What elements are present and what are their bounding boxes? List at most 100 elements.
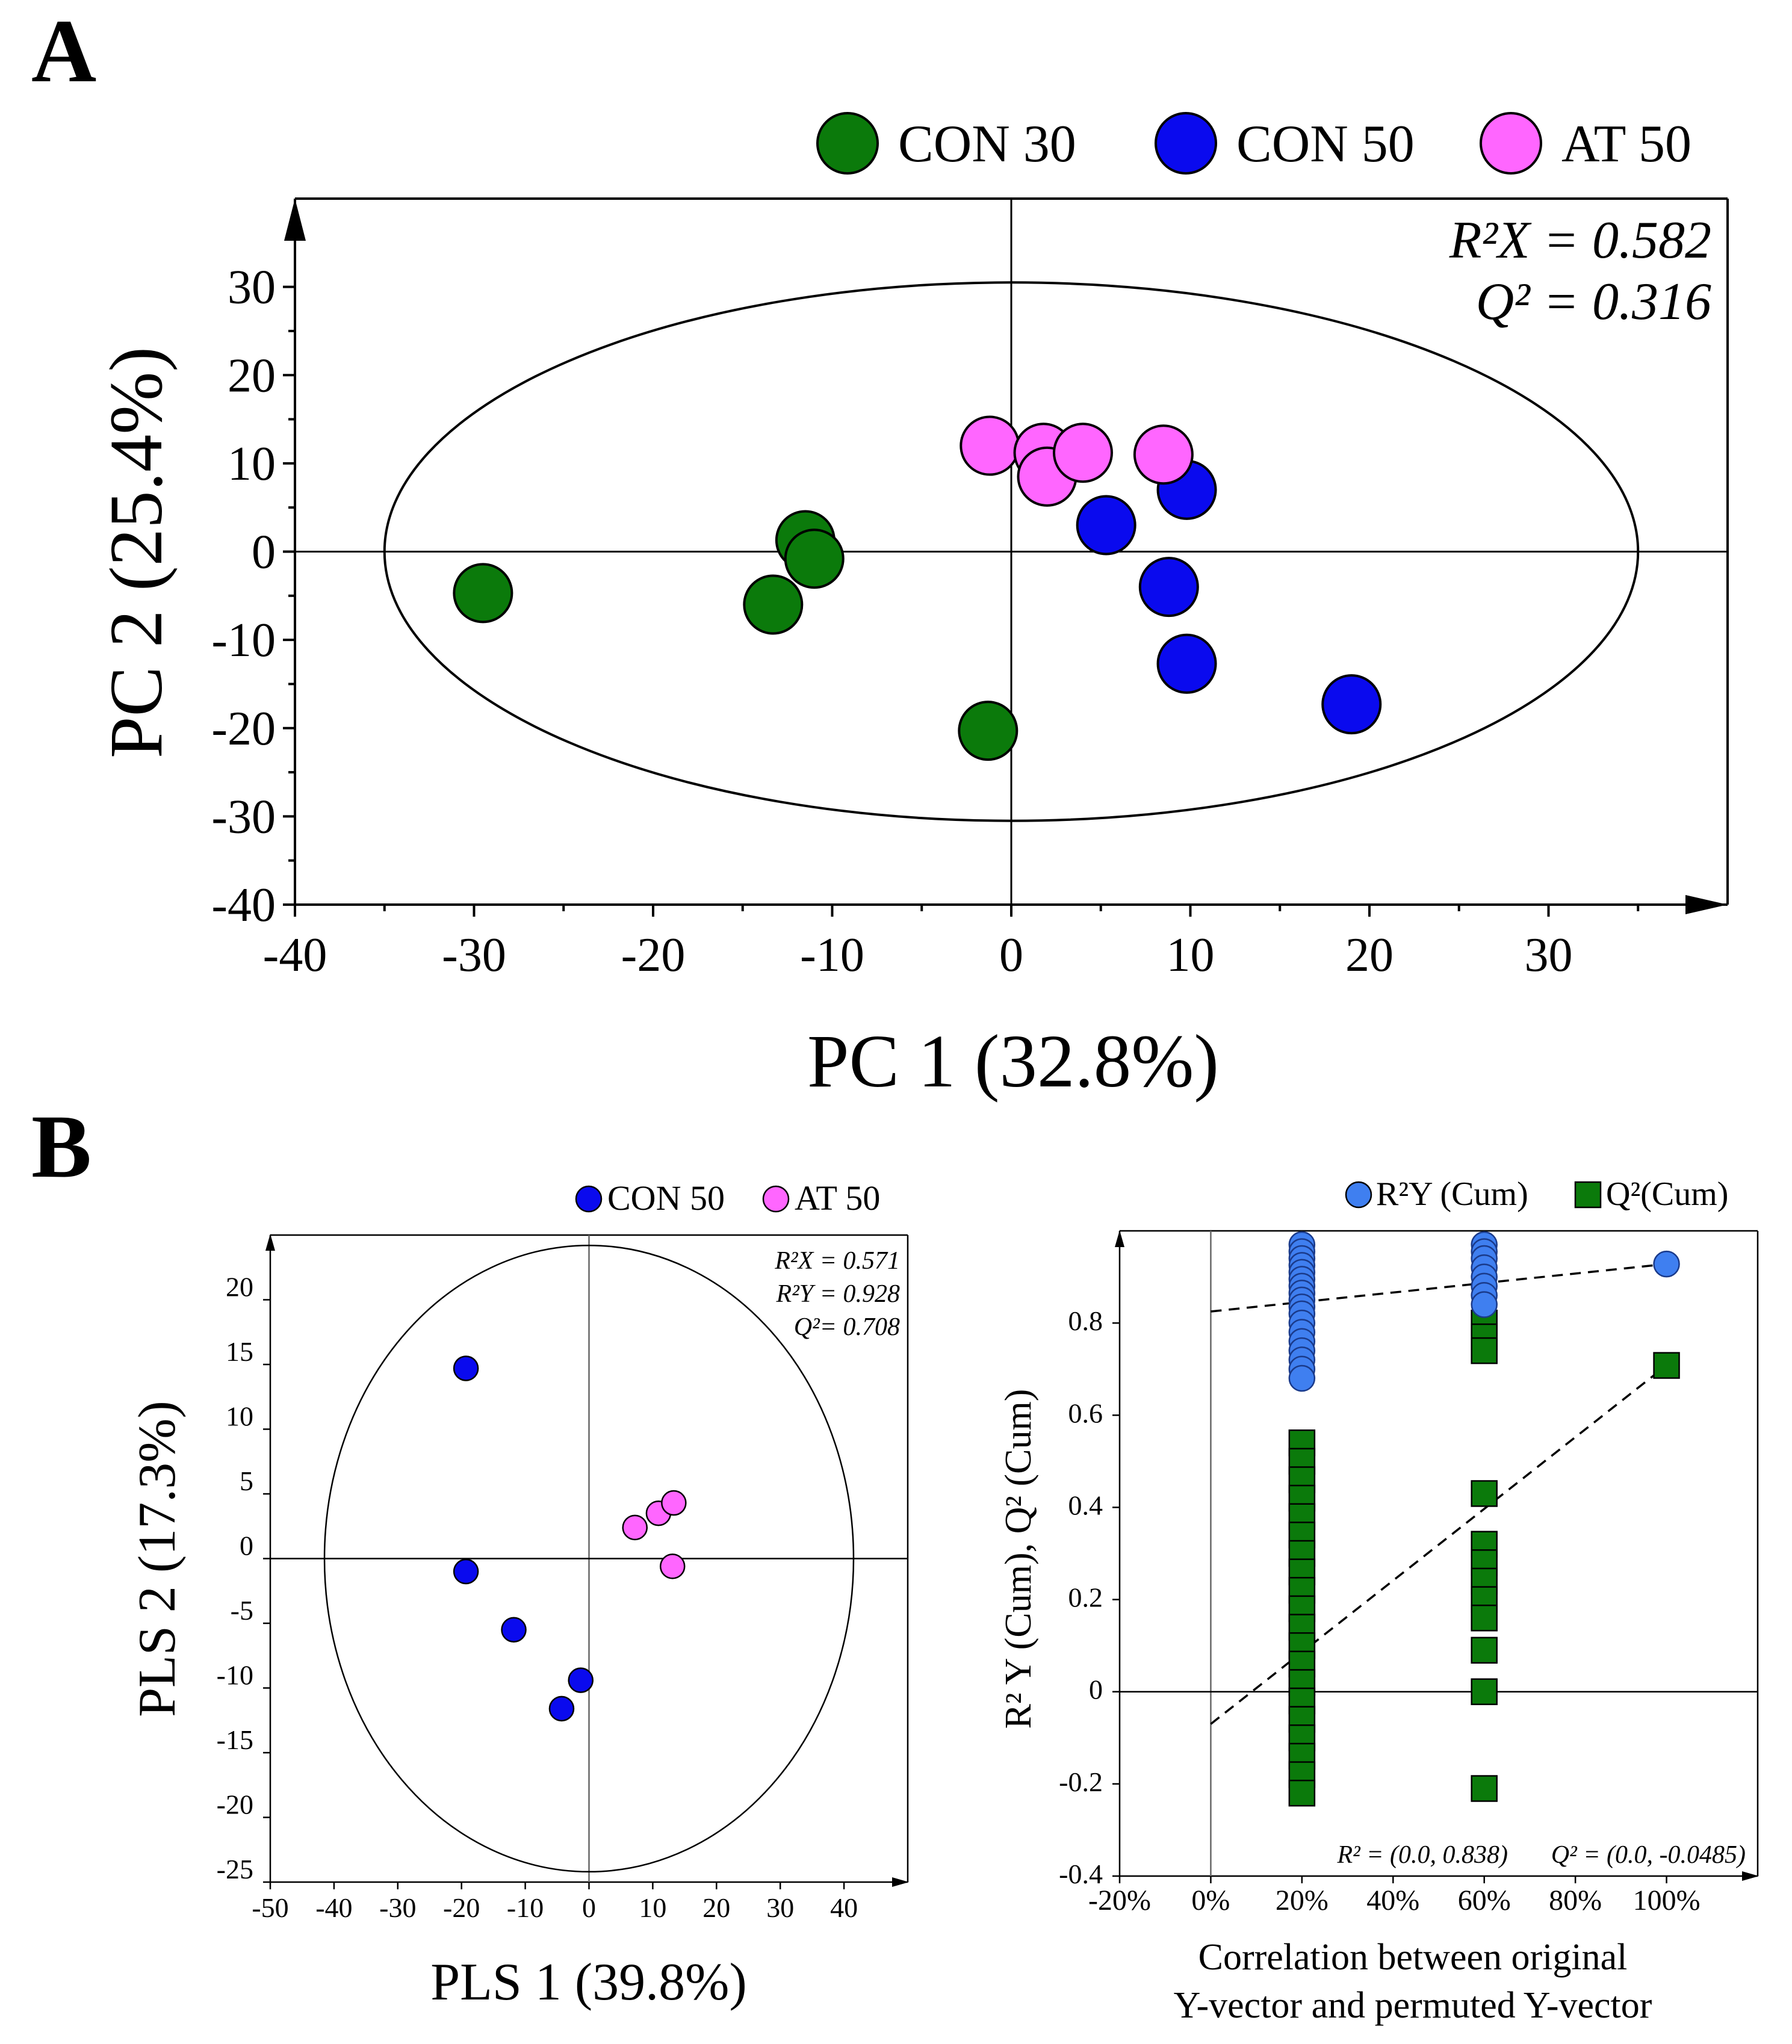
perm-y-arrow [1115,1230,1124,1247]
plsda-q2-stat: Q²= 0.708 [794,1313,900,1341]
plsda-legend-label: AT 50 [795,1178,880,1218]
plsda-x-tick-label: -10 [507,1892,544,1923]
perm-q2-intercept: Q² = (0.0, -0.0485) [1551,1841,1746,1869]
permutation-test-plot: -20% 0% 20% 40% 60% 80% 100% 0.8 0.6 0.4 0.2 0 -0.2 -… [998,1175,1759,2026]
perm-y-tick-label: 0.8 [1068,1305,1103,1336]
perm-x-arrow [1742,1871,1759,1881]
perm-y-tick-label: 0.2 [1068,1582,1103,1613]
plsda-y-tick-label: -5 [231,1595,253,1626]
perm-y-axis-label: R² Y (Cum), Q² (Cum) [998,1389,1039,1729]
perm-q2-point [1471,1604,1498,1632]
pca-x-axis-label: PC 1 (32.8%) [807,1020,1219,1103]
perm-x-tick-label: 40% [1366,1885,1419,1916]
perm-r2y-point [1471,1291,1498,1318]
pca-x-tick-label: -20 [621,929,686,982]
plsda-r2y-stat: R²Y = 0.928 [776,1280,900,1308]
plsda-point [501,1617,527,1643]
plsda-y-tick-label: 10 [226,1401,253,1432]
plsda-r2x-stat: R²X = 0.571 [774,1247,900,1275]
perm-r2y-point [1653,1250,1680,1278]
perm-y-tick-label: 0.4 [1068,1490,1103,1520]
pca-legend-label: CON 30 [898,115,1076,173]
pca-y-axis-label: PC 2 (25.4%) [95,347,178,758]
plsda-x-tick-label: -20 [443,1892,480,1923]
perm-legend-r2y-label: R²Y (Cum) [1376,1175,1528,1213]
plsda-confidence-ellipse [323,1244,855,1873]
plsda-x-tick-label: 30 [766,1892,794,1923]
perm-legend-r2y-marker [1345,1181,1372,1209]
pca-y-tick-label: -10 [211,614,276,667]
plsda-x-tick-label: 20 [702,1892,730,1923]
perm-r2y-point [1288,1364,1316,1392]
plsda-x-tick-label: 40 [830,1892,858,1923]
pca-point [743,574,804,635]
pca-x-tick-label: -40 [263,929,327,982]
perm-q2-point [1471,1678,1498,1705]
pca-point [958,701,1018,761]
perm-legend-q2-marker [1574,1181,1602,1209]
perm-x-tick-label: 0% [1191,1885,1230,1916]
pca-y-tick-label: 20 [228,349,276,402]
pca-point [1076,495,1136,556]
plsda-legend-marker [575,1185,603,1213]
pca-y-tick-label: 0 [252,526,276,579]
pca-point [1138,557,1199,618]
panel-a-label: A [31,1,96,101]
perm-q2-point [1471,1775,1498,1802]
perm-x-tick-label: -20% [1088,1885,1151,1916]
pca-point [784,528,845,589]
plsda-point [661,1490,687,1516]
pca-y-tick-label: -40 [211,879,276,932]
plsda-x-axis-label: PLS 1 (39.8%) [430,1953,747,2011]
panel-b-label: B [31,1097,91,1197]
perm-x-tick-label: 60% [1458,1885,1511,1916]
pca-r2x-stat: R²X = 0.582 [1449,211,1711,270]
perm-q2-point [1471,1637,1498,1664]
plsda-x-tick-label: -30 [379,1892,416,1923]
pca-x-tick-label: 20 [1345,929,1394,982]
perm-y-tick-label: -0.4 [1059,1859,1103,1889]
perm-y-tick-label: -0.2 [1059,1767,1103,1797]
perm-x-axis-label-line1: Correlation between original [1198,1937,1628,1978]
plsda-legend-marker [762,1185,790,1213]
pca-point [960,415,1020,476]
plsda-y-tick-label: 20 [226,1272,253,1302]
plsda-point [659,1553,686,1579]
perm-x-axis-label-line2: Y-vector and permuted Y-vector [1174,1985,1652,2026]
plsda-y-tick-label: -15 [217,1724,253,1755]
perm-regression-line [1210,1364,1667,1725]
pca-x-tick-label: 30 [1525,929,1573,982]
perm-r2-intercept: R² = (0.0, 0.838) [1336,1841,1508,1869]
pca-point [1133,424,1194,485]
pca-legend-label: AT 50 [1561,115,1691,173]
pca-x-tick-label: -30 [442,929,506,982]
pca-y-arrow [284,199,306,241]
perm-x-tick-label: 80% [1549,1885,1602,1916]
pca-y-tick-label: -20 [211,702,276,755]
pca-point [1156,633,1217,694]
plsda-legend-label: CON 50 [607,1178,725,1218]
perm-q2-point [1471,1480,1498,1507]
pca-q2-stat: Q² = 0.316 [1476,273,1711,331]
plsda-point [453,1558,479,1585]
pca-point [1321,674,1382,735]
plsda-score-plot: -50 -40 -30 -20 -10 0 10 20 30 40 20 15 10 5 0 -5 -10 -15… [128,1178,909,2011]
perm-q2-point [1288,1779,1316,1807]
plsda-point [568,1667,594,1693]
pca-score-plot: -40 -30 -20 -10 0 10 20 30 30 20 10 0 -10 -20 -30 -40 PC… [95,112,1729,1103]
pca-legend-marker [1155,112,1217,175]
perm-y-tick-label: 0 [1089,1674,1103,1705]
pca-y-tick-label: -30 [211,790,276,843]
pca-x-tick-label: 0 [999,929,1023,982]
pca-x-arrow [1685,895,1728,914]
plsda-y-tick-label: 5 [240,1466,253,1496]
plsda-y-tick-label: -10 [217,1660,253,1691]
perm-legend-q2-label: Q²(Cum) [1606,1175,1728,1213]
perm-q2-point [1653,1352,1680,1379]
perm-y-tick-label: 0.6 [1068,1398,1103,1428]
plsda-y-arrow [265,1234,275,1251]
perm-q2-point [1471,1337,1498,1364]
plsda-point [453,1355,479,1381]
plsda-x-tick-label: 0 [582,1892,596,1923]
